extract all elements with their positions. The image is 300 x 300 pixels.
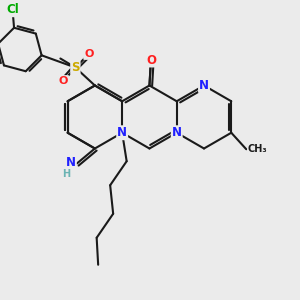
Text: H: H xyxy=(62,169,70,179)
Text: S: S xyxy=(71,61,80,74)
Text: CH₃: CH₃ xyxy=(248,144,268,154)
Text: O: O xyxy=(146,53,156,67)
Text: N: N xyxy=(66,155,76,169)
Text: N: N xyxy=(199,79,209,92)
Text: O: O xyxy=(84,49,94,59)
Text: O: O xyxy=(59,76,68,86)
Text: N: N xyxy=(117,126,127,139)
Text: Cl: Cl xyxy=(6,3,19,16)
Text: N: N xyxy=(172,126,182,139)
